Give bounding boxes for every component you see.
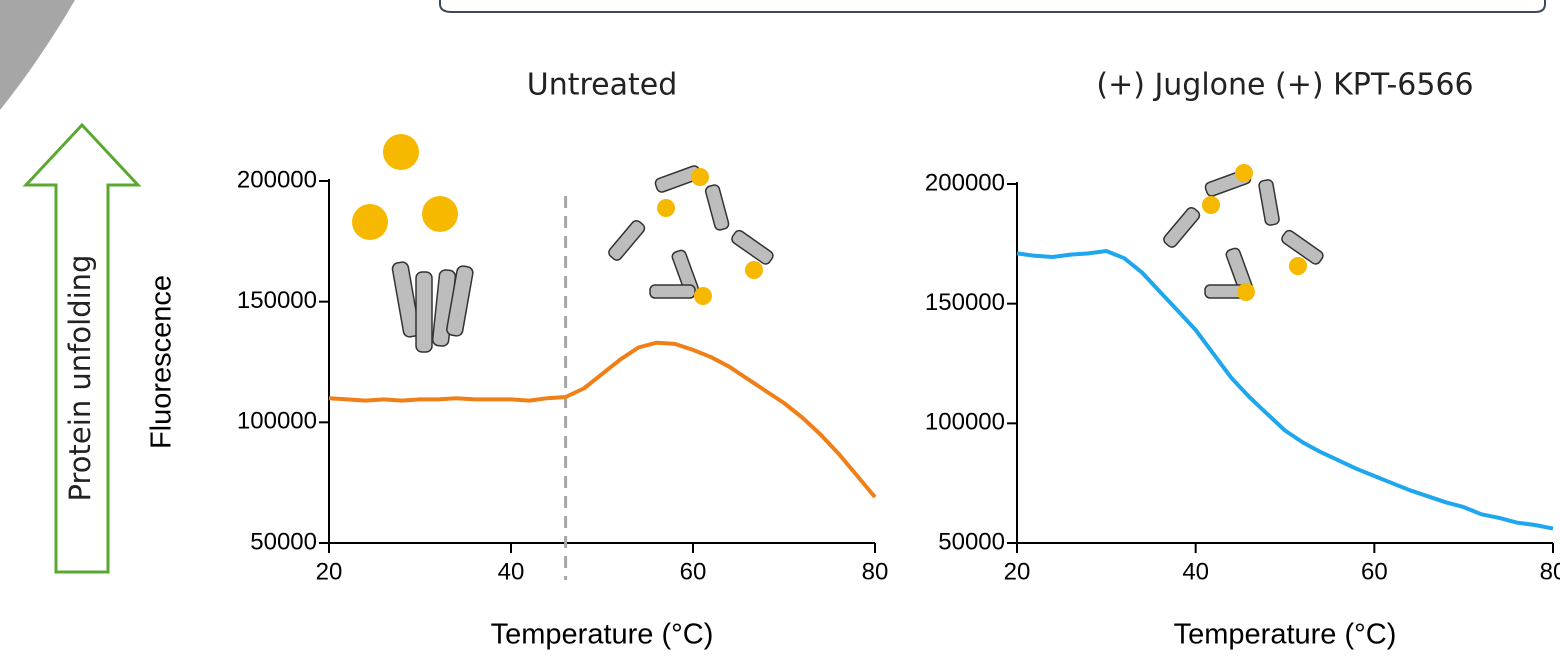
data-line: [1016, 249, 1554, 531]
x-tick-label: 60: [1361, 558, 1388, 585]
chart-title: (+) Juglone (+) KPT-6566: [1096, 68, 1473, 103]
x-tick-label: 20: [316, 558, 343, 585]
data-line: [328, 340, 877, 499]
x-axis-label: Temperature (°C): [491, 619, 714, 651]
x-tick-label: 60: [680, 558, 707, 585]
y-tick-label: 200000: [925, 169, 1005, 196]
protein-folded: [352, 134, 474, 353]
y-tick-label: 200000: [237, 166, 317, 193]
chart-title: Untreated: [527, 68, 678, 103]
y-tick-label: 150000: [237, 287, 317, 314]
x-tick-label: 80: [1540, 558, 1560, 585]
y-tick-label: 100000: [925, 409, 1005, 436]
unfolding-arrow: [22, 122, 142, 574]
y-tick-label: 100000: [237, 408, 317, 435]
corner-shape: [0, 0, 75, 110]
x-tick-label: 20: [1004, 558, 1031, 585]
protein-unfolded-1: [608, 165, 774, 305]
x-tick-label: 80: [862, 558, 889, 585]
top-box: [439, 0, 1546, 13]
protein-unfolded-2: [1163, 164, 1324, 301]
x-tick-label: 40: [1182, 558, 1209, 585]
y-tick-label: 150000: [925, 289, 1005, 316]
y-tick-label: 50000: [250, 528, 317, 555]
x-tick-label: 40: [498, 558, 525, 585]
y-tick-label: 50000: [938, 528, 1005, 555]
y-axis-label: Fluorescence: [146, 275, 178, 449]
arrow-label: Protein unfolding: [63, 255, 97, 502]
x-axis-label: Temperature (°C): [1174, 619, 1397, 651]
